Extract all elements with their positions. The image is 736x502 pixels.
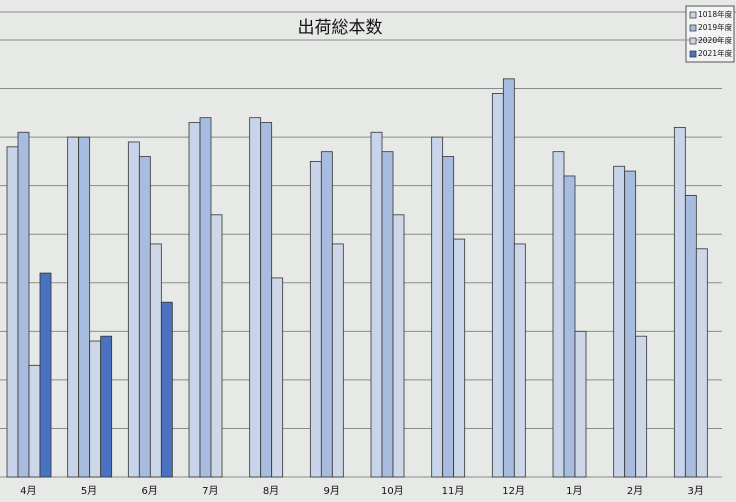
x-tick-label: 8月	[263, 485, 279, 497]
legend-swatch	[689, 50, 697, 58]
bar	[563, 175, 576, 478]
legend-label: 2019年度	[698, 22, 733, 32]
bar	[89, 340, 102, 478]
x-tick-label: 12月	[502, 485, 525, 497]
bar	[138, 156, 151, 478]
bar	[431, 136, 444, 478]
bar	[320, 151, 333, 478]
chart-title: 出荷総本数	[298, 18, 383, 38]
legend-label: 2021年度	[698, 48, 733, 58]
x-tick-label: 3月	[687, 485, 703, 497]
legend-label: 2020年度	[698, 35, 733, 45]
bar	[392, 214, 405, 478]
bar	[160, 301, 173, 478]
x-tick-label: 4月	[20, 485, 36, 497]
legend-label: 1018年度	[698, 9, 733, 19]
bar	[78, 136, 91, 478]
bar	[260, 122, 273, 478]
bar	[502, 78, 515, 478]
bar	[613, 165, 626, 478]
bar	[100, 335, 113, 478]
x-tick-label: 7月	[202, 485, 218, 497]
bar	[39, 272, 52, 478]
legend-swatch	[689, 24, 697, 32]
bar	[249, 117, 262, 478]
bar	[67, 136, 80, 478]
bar	[513, 243, 526, 478]
x-tick-label: 5月	[81, 485, 97, 497]
bar	[453, 238, 466, 478]
bar	[695, 248, 708, 478]
bar	[574, 330, 587, 478]
legend-swatch	[689, 37, 697, 45]
bar	[210, 214, 223, 478]
bar	[673, 127, 686, 478]
bar	[149, 243, 162, 478]
bar	[381, 151, 394, 478]
bar	[370, 131, 383, 478]
bar	[199, 117, 212, 478]
bar	[6, 146, 19, 478]
bar	[552, 151, 565, 478]
x-tick-label: 1月	[566, 485, 582, 497]
bar	[684, 194, 697, 478]
bar	[188, 122, 201, 478]
bar	[28, 364, 41, 478]
x-tick-label: 6月	[141, 485, 157, 497]
bar	[17, 131, 30, 478]
bar	[271, 277, 284, 478]
x-tick-label: 9月	[323, 485, 339, 497]
bar	[635, 335, 648, 478]
legend-swatch	[689, 11, 697, 19]
bar	[331, 243, 344, 478]
bar	[442, 156, 455, 478]
bar	[127, 141, 140, 478]
x-tick-label: 10月	[381, 485, 404, 497]
x-tick-label: 2月	[627, 485, 643, 497]
bar	[491, 93, 504, 478]
bar	[309, 160, 322, 478]
bar	[624, 170, 637, 478]
x-tick-label: 11月	[442, 485, 465, 497]
